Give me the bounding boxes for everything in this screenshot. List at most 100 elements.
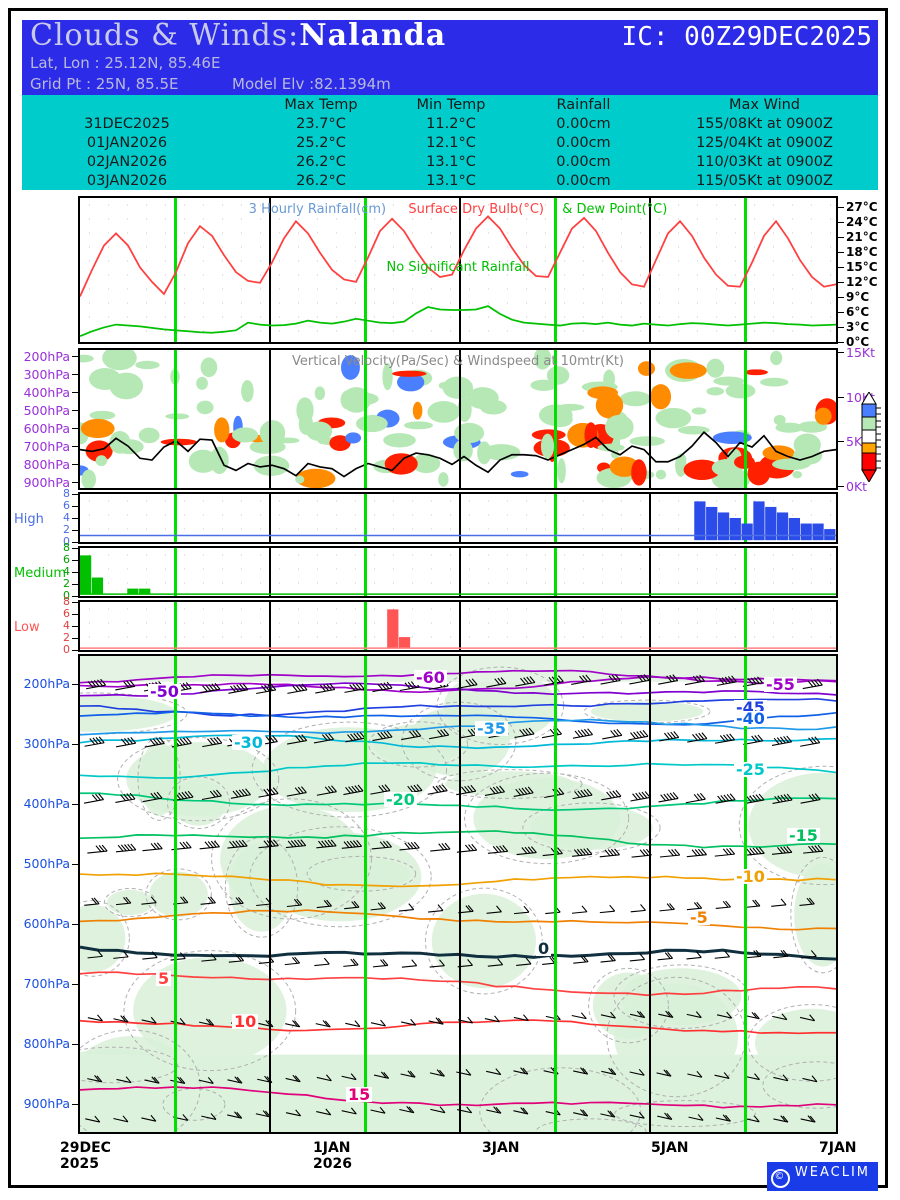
vv-pressure-tick: 500hPa: [23, 403, 70, 418]
main-pressure-tick: 500hPa: [23, 856, 70, 871]
col-max-temp: Max Temp: [284, 96, 358, 113]
cloud-tick-label: 4: [63, 619, 70, 632]
x-axis: 29DEC 2025 1JAN 2026 3JAN 5JAN 7JAN: [60, 1136, 857, 1186]
x-axis-label: 5JAN: [651, 1140, 689, 1156]
grid-dots: [80, 548, 836, 596]
table-row: 02JAN2026 26.2°C 13.1°C 0.00cm 110/03Kt at 0…: [22, 153, 878, 172]
cell-max_wind: 115/05Kt at 0900Z: [696, 173, 833, 189]
vv-pressure-tick: 900hPa: [23, 475, 70, 490]
panel-surface-temperature: 3 Hourly Rainfall(cm) Surface Dry Bulb(°…: [78, 196, 838, 344]
x-axis-label: 3JAN: [482, 1140, 520, 1156]
main-pressure-tick: 800hPa: [23, 1036, 70, 1051]
green-day-separator: [363, 350, 367, 488]
day-separators: [80, 602, 836, 650]
cloud-tick-label: 8: [63, 595, 70, 608]
vv-pressure-tick: 700hPa: [23, 439, 70, 454]
temp-tick-label: 24°C: [846, 215, 878, 230]
vv-pressure-tick: 400hPa: [23, 385, 70, 400]
contour-label: -55: [764, 675, 797, 694]
green-day-separator: [173, 548, 177, 596]
cell-date: 03JAN2026: [86, 173, 168, 189]
cloud-tick-label: 2: [63, 523, 70, 536]
cloud-tick-label: 2: [63, 577, 70, 590]
x-axis-label: 29DEC 2025: [60, 1140, 111, 1172]
day-separators: [80, 198, 836, 342]
cell-max_temp: 26.2°C: [296, 154, 346, 170]
green-day-separator: [173, 494, 177, 542]
green-day-separator: [363, 602, 367, 650]
temperature-curves: [80, 215, 836, 337]
green-day-separator: [363, 656, 367, 1132]
contour-label: -20: [384, 790, 417, 809]
contour-label: 15: [346, 1085, 373, 1104]
x-axis-label: 7JAN: [819, 1140, 857, 1156]
cell-max_temp: 25.2°C: [296, 135, 346, 151]
contour-label: -15: [787, 826, 820, 845]
contour-label: 5: [156, 969, 172, 988]
table-header-row: Max Temp Min Temp Rainfall Max Wind: [22, 95, 878, 115]
model-elevation-text: Model Elv :82.1394m: [232, 75, 391, 93]
day-separator: [649, 548, 651, 596]
day-separators: [80, 548, 836, 596]
cell-rainfall: 0.00cm: [556, 154, 611, 170]
cloud-label-high: High: [14, 512, 44, 527]
contour-labels: -60 -55 -50 -45 -40 -35 -30 -25 -20 -15 -10 -5 0 5 10 1…: [80, 656, 836, 1132]
cloud-tick-label: 8: [63, 541, 70, 554]
summary-table: Max Temp Min Temp Rainfall Max Wind 31DE…: [22, 95, 878, 190]
day-separator: [459, 494, 461, 542]
panel-upper-air: -60 -55 -50 -45 -40 -35 -30 -25 -20 -15 -10 -5 0 5 10 1…: [78, 654, 838, 1134]
main-pressure-tick: 200hPa: [23, 676, 70, 691]
contour-label: -30: [232, 733, 265, 752]
day-separator: [649, 494, 651, 542]
cell-min_temp: 13.1°C: [426, 173, 476, 189]
green-day-separator: [553, 350, 557, 488]
main-pressure-tick: 400hPa: [23, 796, 70, 811]
green-day-separator: [173, 350, 177, 488]
temp-tick-label: 15°C: [846, 260, 878, 275]
grid-point-text: Grid Pt : 25N, 85.5E: [30, 75, 179, 93]
high-cloud-bars: [80, 501, 836, 541]
cell-rainfall: 0.00cm: [556, 116, 611, 132]
cell-rainfall: 0.00cm: [556, 135, 611, 151]
vv-pressure-tick: 800hPa: [23, 457, 70, 472]
col-max-wind: Max Wind: [728, 96, 801, 113]
col-date: [22, 95, 256, 115]
cloud-tick-label: 6: [63, 607, 70, 620]
green-day-separator: [743, 350, 747, 488]
grid-dots: [80, 198, 836, 342]
init-condition: IC: 00Z29DEC2025: [621, 22, 872, 52]
cloud-tick-label: 0: [63, 643, 70, 656]
x-axis-label: 1JAN 2026: [313, 1140, 352, 1172]
cell-date: 01JAN2026: [86, 135, 168, 151]
wind-colorbar: [856, 391, 882, 483]
cell-date: 31DEC2025: [84, 116, 170, 132]
upper-air-contours: [80, 656, 836, 1132]
cloud-tick-label: 2: [63, 631, 70, 644]
cell-max_wind: 110/03Kt at 0900Z: [696, 154, 833, 170]
green-day-separator: [553, 198, 557, 342]
cloud-tick-label: 6: [63, 553, 70, 566]
cell-min_temp: 13.1°C: [426, 154, 476, 170]
cloud-tick-label: 0: [63, 589, 70, 602]
windspeed-tick: 0Kt: [846, 479, 868, 494]
cloud-tick-label: 6: [63, 499, 70, 512]
cloud-tick-label: 4: [63, 565, 70, 578]
main-pressure-tick: 700hPa: [23, 976, 70, 991]
main-pressure-tick: 600hPa: [23, 916, 70, 931]
day-separator: [269, 350, 271, 488]
day-separator: [459, 198, 461, 342]
day-separator: [269, 656, 271, 1132]
green-day-separator: [173, 656, 177, 1132]
temp-tick-label: 3°C: [846, 320, 870, 335]
day-separators: [80, 494, 836, 542]
cell-min_temp: 12.1°C: [426, 135, 476, 151]
table-row: 03JAN2026 26.2°C 13.1°C 0.00cm 115/05Kt at 0…: [22, 172, 878, 191]
day-separator: [649, 350, 651, 488]
cloud-tick-label: 8: [63, 487, 70, 500]
temp-tick-label: 0°C: [846, 335, 870, 349]
green-day-separator: [553, 656, 557, 1132]
cloud-label-medium: Medium: [14, 566, 66, 581]
green-day-separator: [363, 198, 367, 342]
green-day-separator: [743, 198, 747, 342]
